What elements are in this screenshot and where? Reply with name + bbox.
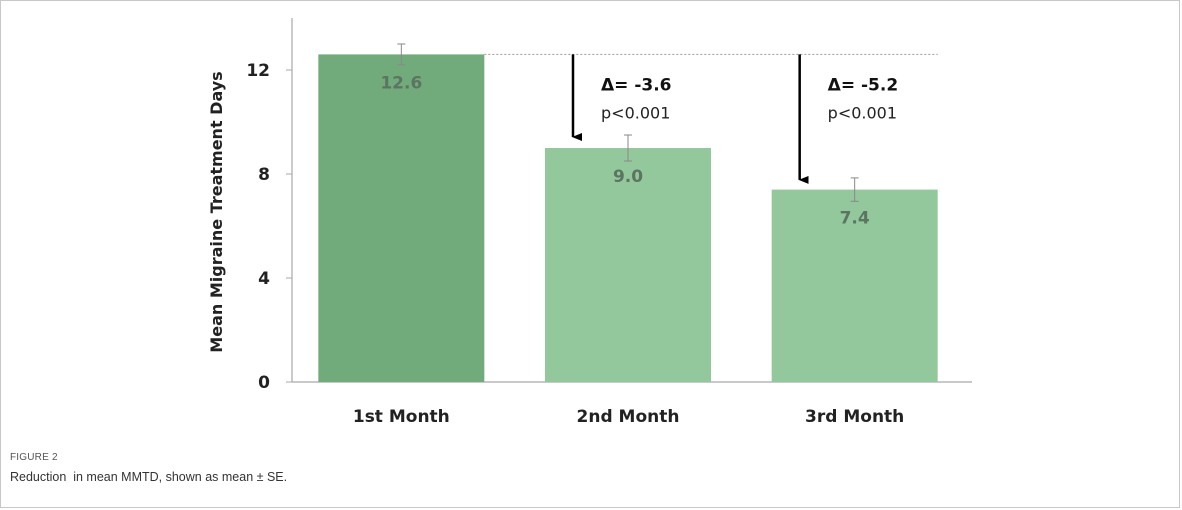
x-tick-label: 2nd Month [577,407,680,427]
bars: 12.6 9.0 7.4 [318,43,938,383]
p-value-label: p<0.001 [828,103,897,122]
y-tick-label: 4 [258,269,270,289]
p-value-label: p<0.001 [601,103,670,122]
y-tick-label: 0 [258,373,270,393]
delta-label: Δ= -3.6 [601,75,672,95]
bar-value-label: 9.0 [613,167,643,187]
bar-value-label: 12.6 [380,73,422,93]
figure-label: FIGURE 2 [10,452,58,463]
bar-value-label: 7.4 [840,209,870,229]
y-tick-label: 8 [258,165,270,185]
bar [771,189,938,382]
bar [545,148,711,382]
delta-label: Δ= -5.2 [828,75,899,95]
y-axis: 0 4 8 12 [246,18,293,393]
x-axis: 1st Month 2nd Month 3rd Month [292,381,972,427]
annotations: Δ= -3.6 p<0.001 Δ= -5.2 p<0.001 [484,53,938,184]
y-tick-label: 12 [246,61,270,81]
x-tick-label: 3rd Month [805,407,904,427]
bar [318,54,485,383]
bar-chart: 0 4 8 12 1st Month 2nd Month 3rd Month 12.6 9.… [207,18,972,427]
x-tick-label: 1st Month [353,407,450,427]
y-axis-label: Mean Migraine Treatment Days [207,71,226,352]
figure-caption: Reduction in mean MMTD, shown as mean ± … [10,470,288,484]
